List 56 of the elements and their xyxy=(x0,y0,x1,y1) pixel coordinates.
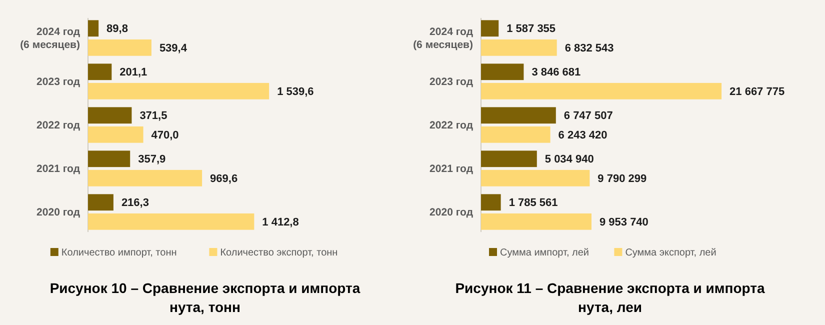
data-label: 201,1 xyxy=(120,66,148,79)
bar xyxy=(481,20,499,37)
data-label: 21 667 775 xyxy=(730,86,785,98)
bar xyxy=(88,150,130,168)
data-label: 216,3 xyxy=(121,197,149,210)
y-tick-label: 2024 год (6 месяцев) xyxy=(413,26,474,52)
text: Рисунок 11 – Сравнение экспорта и импорта нута, леи xyxy=(455,280,765,315)
data-label: 5 034 940 xyxy=(544,154,594,166)
data-label: 539,4 xyxy=(159,42,188,54)
legend-label: Сумма экспорт, лей xyxy=(625,248,716,258)
data-label: 89,8 xyxy=(106,23,128,36)
data-label: 1 587 355 xyxy=(506,23,556,36)
bar xyxy=(88,170,202,186)
data-label: 470,0 xyxy=(151,129,179,142)
y-tick-label: 2022 год xyxy=(430,120,474,132)
bar xyxy=(88,20,99,37)
bar xyxy=(481,64,524,80)
bar xyxy=(88,126,144,143)
bar xyxy=(88,194,114,211)
bar xyxy=(481,213,592,230)
legend-label: Сумма импорт, лей xyxy=(500,248,589,258)
bar xyxy=(88,39,152,56)
y-tick-label: 2022 год xyxy=(36,120,80,132)
legend-label: Количество экспорт, тонн xyxy=(220,248,338,258)
data-label: 6 832 543 xyxy=(564,42,614,54)
y-tick-label: 2020 год xyxy=(430,206,474,219)
data-label: 969,6 xyxy=(210,172,238,185)
y-tick-label: 2021 год xyxy=(430,163,474,176)
data-label: 1 412,8 xyxy=(262,216,299,228)
legend-label: Количество импорт, тонн xyxy=(61,248,177,258)
data-label: 371,5 xyxy=(140,110,168,122)
bar xyxy=(481,82,722,100)
y-tick-label: 2020 год xyxy=(36,206,80,219)
data-label: 3 846 681 xyxy=(532,66,581,79)
y-tick-label: 2023 год xyxy=(36,76,80,88)
bar xyxy=(481,150,537,168)
bar xyxy=(88,82,270,100)
data-label: 6 747 507 xyxy=(564,110,613,122)
data-label: 357,9 xyxy=(138,154,166,166)
data-label: 1 539,6 xyxy=(277,86,314,98)
bar xyxy=(481,126,550,143)
data-label: 6 243 420 xyxy=(558,129,608,142)
bar xyxy=(88,107,132,124)
data-label: 1 785 561 xyxy=(508,197,558,210)
bar xyxy=(88,64,112,80)
bar xyxy=(481,194,501,211)
bar xyxy=(88,213,254,230)
text: Рисунок 10 – Сравнение экспорта и импорта нута, тонн xyxy=(50,280,360,315)
data-label: 9 790 299 xyxy=(598,172,647,185)
y-tick-label: 2023 год xyxy=(430,76,474,88)
bar xyxy=(481,39,557,56)
data-label: 9 953 740 xyxy=(600,216,648,228)
y-tick-label: 2024 год (6 месяцев) xyxy=(20,26,80,52)
y-tick-label: 2021 год xyxy=(36,163,80,176)
bar xyxy=(481,170,590,186)
bar xyxy=(481,107,556,124)
